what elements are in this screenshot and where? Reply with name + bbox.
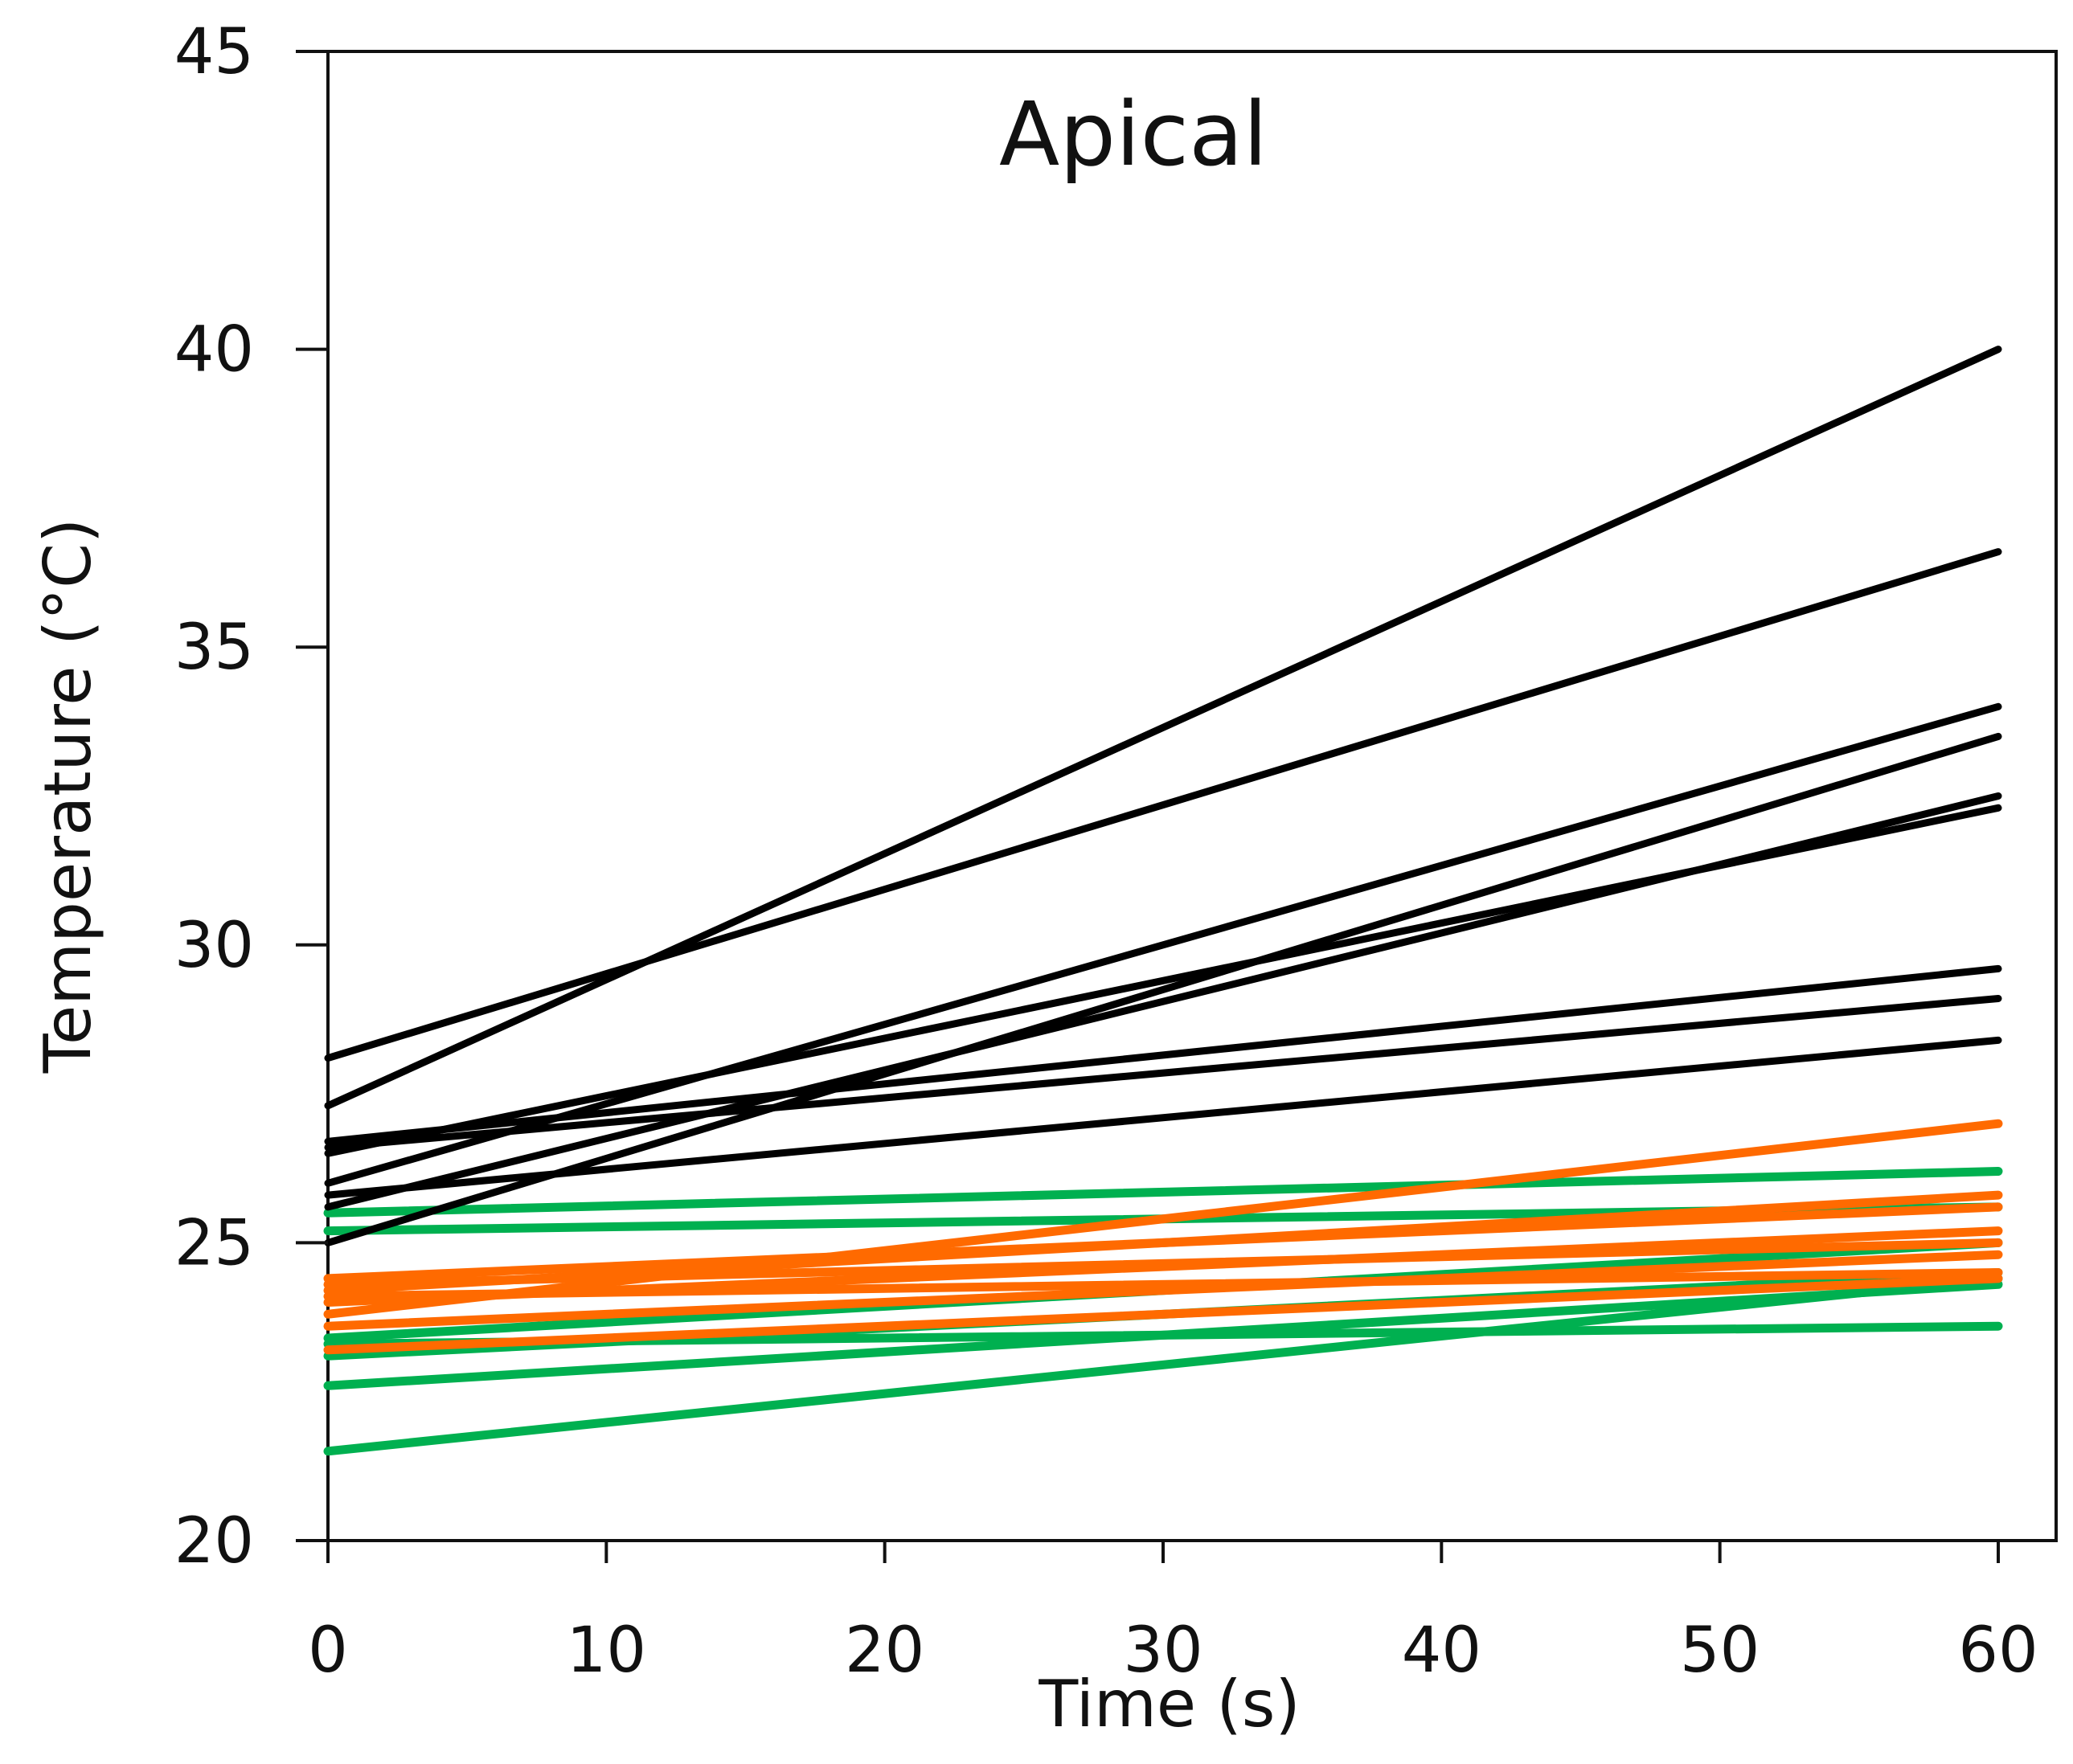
x-axis-title: Time (s) [1038,1667,1300,1741]
series-layer [323,346,2003,1456]
x-tick-label: 0 [308,1615,348,1687]
series-line-black-6 [324,804,2002,1157]
y-axis-title: Temperature (°C) [31,518,105,1074]
plot-frame [326,50,2058,1542]
series-line-black-1 [324,346,2002,1110]
series-line-black-7 [324,964,2002,1145]
series-line-black-8 [324,995,2002,1152]
x-tick-label: 10 [567,1615,646,1687]
series-line-black-4 [324,732,2002,1246]
y-tick-label: 40 [174,314,254,387]
x-tick-label: 40 [1402,1615,1481,1687]
x-tick-label: 60 [1958,1615,2038,1687]
series-line-orange-3 [323,1202,2003,1283]
series-line-orange-5 [323,1238,2003,1289]
series-line-green-7 [323,1274,2003,1456]
y-tick-label: 30 [174,910,254,982]
y-tick-label: 45 [174,16,254,88]
x-tick-label: 20 [845,1615,924,1687]
y-tick-label: 20 [174,1505,254,1578]
x-tick-label: 30 [1123,1615,1202,1687]
series-line-orange-7 [323,1268,2003,1301]
series-line-black-3 [324,702,2002,1187]
series-line-black-2 [324,548,2002,1062]
y-tick-label: 35 [174,612,254,684]
series-line-orange-8 [323,1274,2003,1355]
x-tick-label: 50 [1680,1615,1760,1687]
series-line-orange-1 [323,1119,2003,1319]
y-axis: 20 25 30 35 40 45 [174,16,328,1578]
chart-title: Apical [999,83,1268,186]
series-line-green-1 [323,1167,2003,1218]
x-axis: 0 10 20 30 40 50 60 [308,1541,2038,1687]
series-line-black-9 [324,1036,2002,1199]
y-tick-label: 25 [174,1207,254,1279]
series-line-orange-6 [323,1250,2003,1331]
